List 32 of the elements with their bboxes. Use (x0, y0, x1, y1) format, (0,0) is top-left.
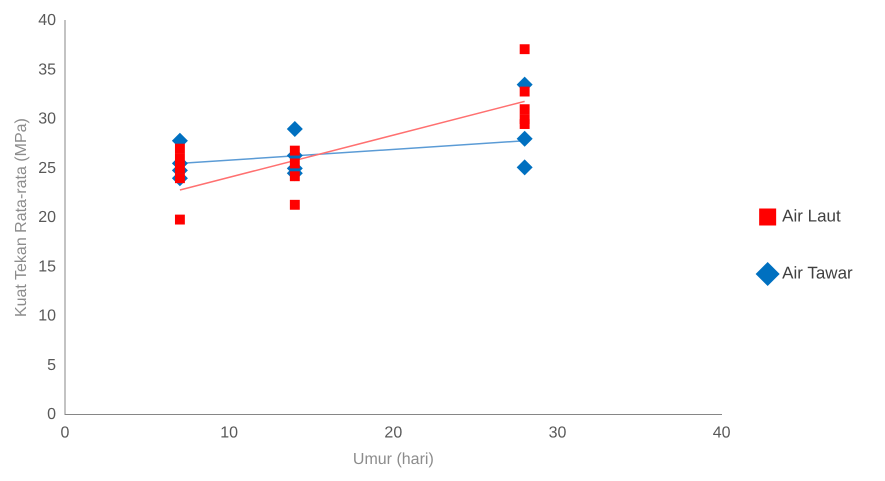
x-tick-label: 0 (60, 424, 70, 442)
x-tick-label: 20 (384, 424, 402, 442)
y-tick-label: 25 (38, 160, 56, 177)
point (520, 119, 530, 129)
x-tick-label: 40 (712, 424, 731, 442)
point (520, 44, 530, 54)
legend-label: Air Laut (782, 206, 842, 226)
point (516, 159, 533, 176)
point (520, 104, 530, 114)
point (174, 144, 185, 154)
y-tick-label: 0 (47, 406, 56, 424)
legend-label: Air Tawar (782, 264, 854, 283)
y-tick-label: 20 (38, 209, 56, 226)
y-tick-label: 10 (38, 308, 56, 325)
y-tick-label: 40 (38, 12, 56, 30)
x-tick-label: 30 (548, 424, 566, 442)
point (516, 130, 533, 147)
y-tick-label: 30 (38, 110, 56, 128)
y-tick-label: 5 (47, 356, 56, 374)
y-axis-title: Kuat Tekan Rata-rata (MPa) (13, 118, 30, 318)
x-axis-title: Umur (hari) (352, 450, 434, 468)
point (290, 158, 300, 168)
point (290, 146, 300, 156)
y-tick-label: 35 (38, 61, 56, 78)
point (174, 214, 185, 225)
point (174, 163, 185, 174)
y-tick-label: 15 (38, 258, 56, 276)
point (286, 120, 303, 137)
x-tick-label: 10 (220, 424, 238, 442)
point (174, 154, 185, 164)
point (290, 200, 300, 210)
point (520, 86, 530, 96)
